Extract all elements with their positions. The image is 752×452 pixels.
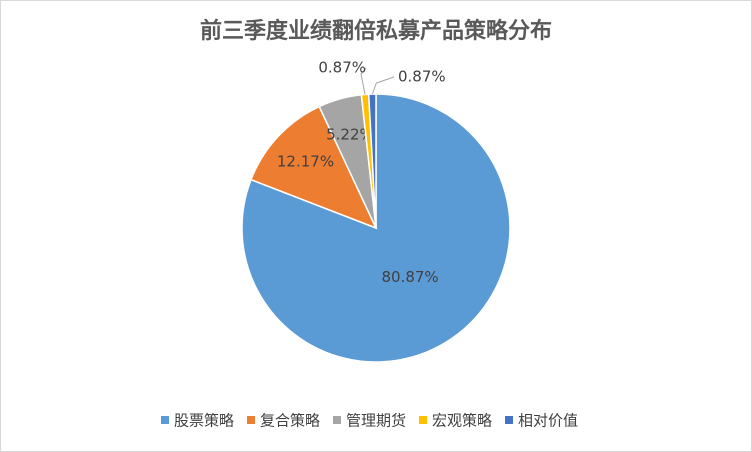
legend-swatch xyxy=(161,416,169,424)
legend-swatch xyxy=(505,416,513,424)
legend-swatch xyxy=(419,416,427,424)
data-label: 12.17% xyxy=(277,153,334,171)
chart-title: 前三季度业绩翻倍私募产品策略分布 xyxy=(200,18,552,44)
data-label: 0.87% xyxy=(318,59,366,77)
legend-label: 复合策略 xyxy=(260,412,320,430)
legend-label: 宏观策略 xyxy=(432,412,492,430)
pie-slice xyxy=(250,105,378,230)
data-label: 0.87% xyxy=(398,68,446,86)
data-label: 80.87% xyxy=(381,268,438,286)
legend-label: 管理期货 xyxy=(346,412,406,430)
leader-line xyxy=(360,67,367,95)
leader-line xyxy=(371,76,395,95)
data-label: 5.22% xyxy=(326,126,374,144)
legend-label: 相对价值 xyxy=(518,412,578,430)
legend-swatch xyxy=(333,416,341,424)
legend-label: 股票策略 xyxy=(174,412,234,430)
legend-swatch xyxy=(247,416,255,424)
